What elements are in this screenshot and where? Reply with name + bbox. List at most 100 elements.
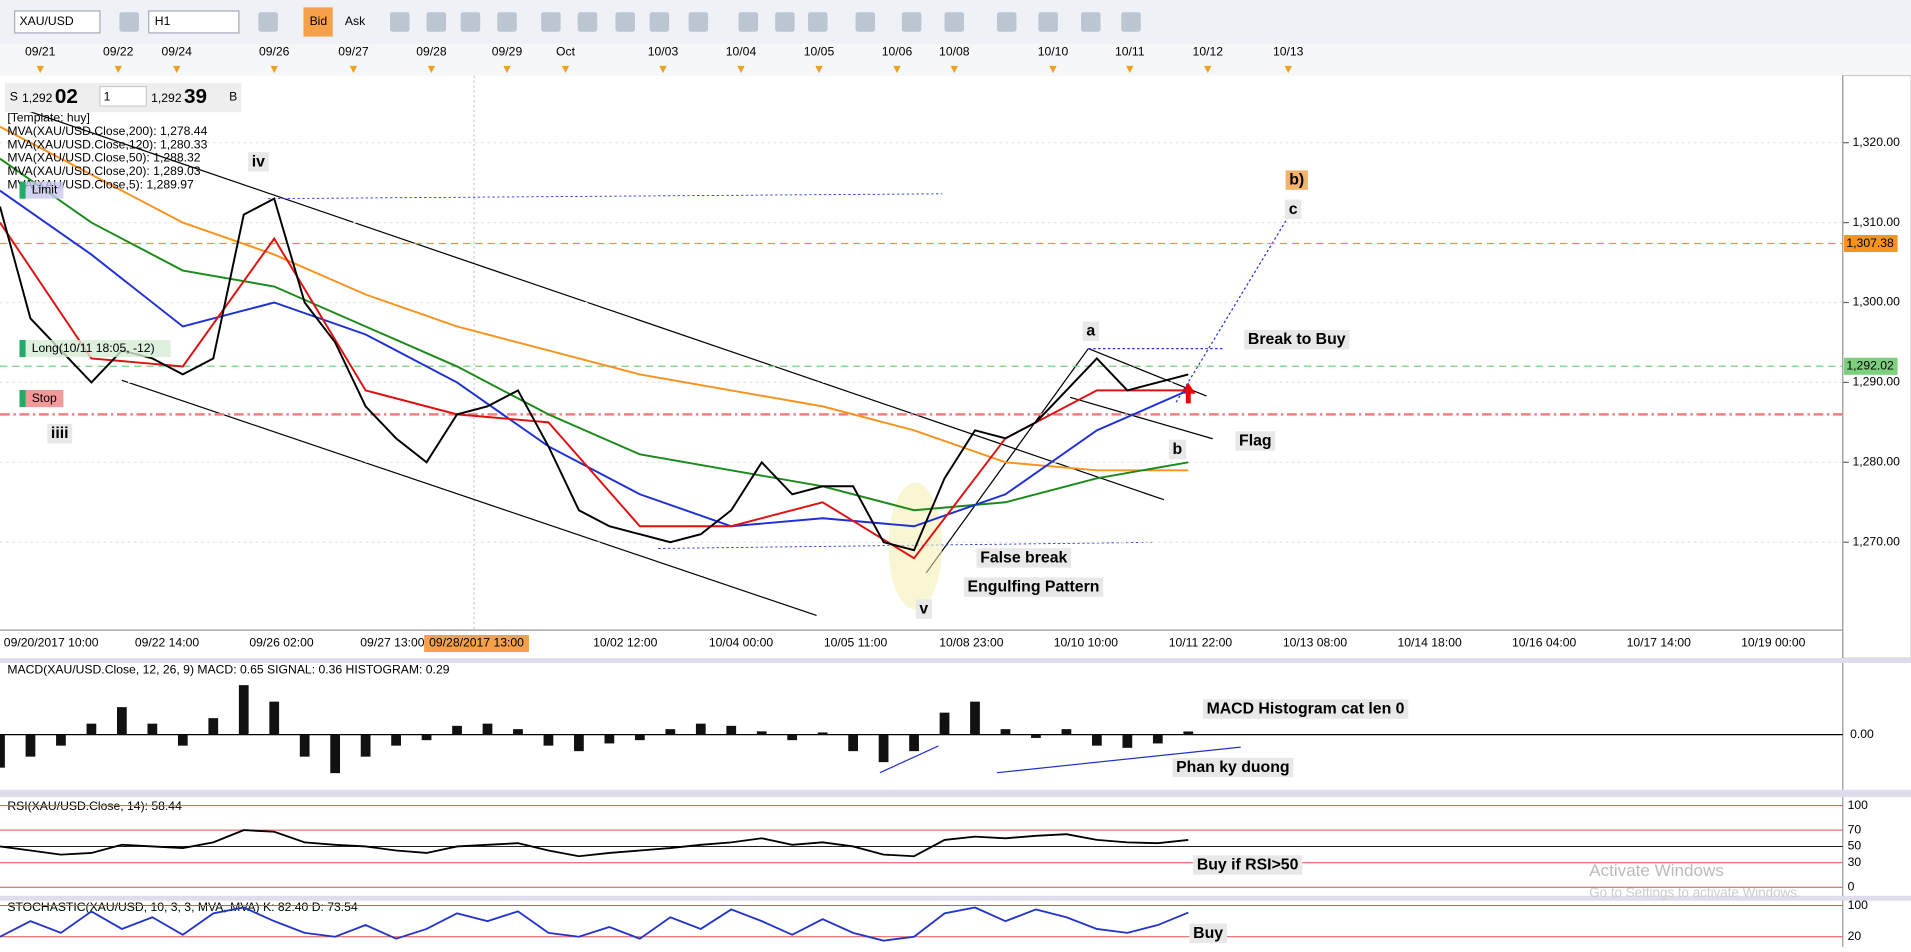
trade-handle <box>19 340 26 358</box>
histogram-bar <box>421 734 432 741</box>
histogram-bar <box>756 731 767 735</box>
histogram-bar <box>665 729 676 735</box>
date-label: 09/24 <box>161 45 192 59</box>
date-label: 10/06 <box>882 45 913 59</box>
price-label: 1,290.00 <box>1853 375 1901 389</box>
date-marker <box>1284 65 1292 74</box>
indicator-line <box>0 829 1189 858</box>
time-cursor-box <box>424 634 529 653</box>
date-marker <box>737 65 745 74</box>
time-label: 10/17 14:00 <box>1627 636 1692 650</box>
time-label: 09/22 14:00 <box>135 636 200 650</box>
level-label: 30 <box>1848 855 1862 869</box>
annotation-box <box>1244 330 1350 350</box>
annotation: c <box>1289 201 1298 218</box>
toolbar-icons <box>119 12 1141 32</box>
lots-input[interactable] <box>99 85 147 107</box>
annotation: v <box>919 601 928 618</box>
histogram-bar <box>269 701 280 735</box>
price-tag <box>1843 357 1898 375</box>
histogram-bar <box>299 734 310 757</box>
macd-tick: 0.00 <box>1850 727 1874 741</box>
annotation: b) <box>1289 172 1304 189</box>
moving-average <box>0 157 1189 512</box>
date-marker <box>815 65 823 74</box>
quote-buy-pips: 39 <box>184 85 207 108</box>
annotation-box <box>248 152 269 172</box>
moving-average <box>0 189 1189 528</box>
histogram-bar <box>543 734 554 746</box>
timeframe: H1 <box>155 14 171 28</box>
level-label: 70 <box>1848 822 1862 836</box>
annotation-box <box>47 423 73 444</box>
histogram-bar <box>1061 729 1072 735</box>
buy-arrow <box>1180 382 1196 404</box>
date-label: 09/22 <box>103 45 134 59</box>
panel-label: STOCHASTIC(XAU/USD, 10, 3, 3, MVA, MVA) … <box>7 900 358 914</box>
histogram-bar <box>695 723 706 735</box>
histogram-bar <box>848 734 858 752</box>
price-label: 1,280.00 <box>1853 455 1901 469</box>
symbol-select[interactable] <box>14 10 101 34</box>
date-label: 09/29 <box>492 45 523 59</box>
annotation-box <box>915 599 933 619</box>
timeframe-select[interactable] <box>148 10 240 34</box>
moving-average <box>0 222 1189 560</box>
histogram-bar <box>1092 734 1102 746</box>
date-label: 10/05 <box>804 45 835 59</box>
panel-label: MACD(XAU/USD.Close, 12, 26, 9) MACD: 0.6… <box>7 663 449 677</box>
annotation: b <box>1172 441 1182 458</box>
histogram-bar <box>604 734 615 744</box>
histogram-bar <box>177 734 188 746</box>
annotation-box <box>1285 199 1302 220</box>
annotation: Buy <box>1193 925 1223 942</box>
annotation: Engulfing Pattern <box>968 579 1100 596</box>
trade-box <box>19 390 64 408</box>
histogram-bar <box>726 725 737 735</box>
tool-icon <box>738 12 759 32</box>
histogram-bar <box>817 732 828 735</box>
time-cursor: 09/28/2017 13:00 <box>429 636 524 650</box>
separator <box>0 658 1911 664</box>
histogram-bar <box>1183 731 1194 735</box>
histogram-bar <box>56 734 66 746</box>
date-marker <box>561 65 570 74</box>
trade-label: Long(10/11 18:05, -12) <box>32 341 155 355</box>
tool-icon <box>390 12 410 32</box>
trade-handle <box>19 181 26 199</box>
date-label: 10/03 <box>648 45 679 59</box>
tool-icon <box>541 12 561 32</box>
tool-icon <box>1081 12 1101 32</box>
separator <box>0 895 1911 901</box>
histogram-bar <box>574 734 584 752</box>
level-label: 100 <box>1848 798 1869 812</box>
tool-icon <box>944 12 965 32</box>
annotation-box <box>976 548 1072 568</box>
time-label: 10/14 18:00 <box>1397 636 1462 650</box>
annotation: Flag <box>1239 432 1272 449</box>
histogram-bar <box>1152 734 1163 744</box>
tool-icon <box>901 12 922 32</box>
time-label: 10/08 23:00 <box>939 636 1004 650</box>
histogram-bar <box>86 723 97 735</box>
legend-entry: MVA(XAU/USD.Close,50): 1,288.32 <box>7 151 200 165</box>
trade-handle <box>19 390 26 408</box>
tool-icon <box>426 12 447 32</box>
annotation: MACD Histogram cat len 0 <box>1207 701 1405 718</box>
time-label: 10/02 12:00 <box>593 636 658 650</box>
tool-icon <box>119 12 139 32</box>
annotation-box <box>1172 757 1294 778</box>
bid-button[interactable] <box>303 7 333 37</box>
histogram-bar <box>787 734 798 741</box>
price-tag-label: 1,292.02 <box>1846 358 1894 372</box>
date-label: 09/27 <box>338 45 369 59</box>
annotation-box <box>1285 170 1308 190</box>
quote-side: B <box>229 90 237 104</box>
trade-label: Stop <box>32 391 57 405</box>
tool-icon <box>1038 12 1058 32</box>
histogram-bar <box>452 725 462 735</box>
tool-icon <box>497 12 517 32</box>
time-label: 10/10 10:00 <box>1054 636 1119 650</box>
